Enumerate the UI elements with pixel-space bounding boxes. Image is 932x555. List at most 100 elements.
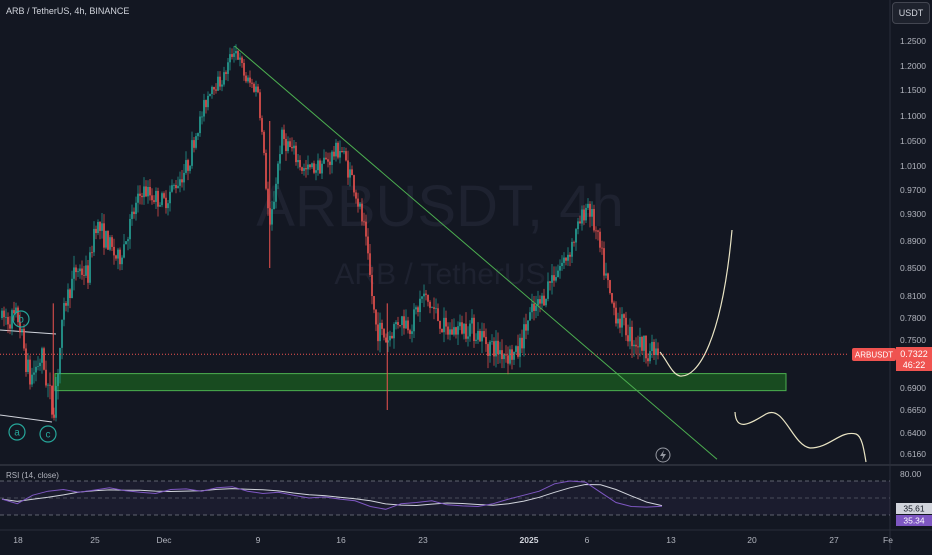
candle-body (115, 255, 117, 259)
candle-body (233, 53, 235, 57)
candle-body (21, 328, 23, 333)
price-axis-label: 1.1000 (900, 111, 926, 121)
candle-body (557, 270, 559, 278)
candle-body (1, 310, 3, 318)
rsi-value-tag-1 (896, 503, 932, 514)
candle-body (81, 268, 83, 275)
price-axis-label: 0.7800 (900, 313, 926, 323)
candle-body (41, 348, 43, 363)
price-axis[interactable]: 1.2500 1.2000 1.1500 1.1000 1.0500 1.0100 0.97… (900, 36, 926, 459)
candle-body (145, 186, 147, 197)
candle-body (537, 299, 539, 306)
candle-body (143, 186, 145, 198)
candle-body (543, 295, 545, 306)
candle-body (319, 160, 321, 174)
candle-body (217, 76, 219, 91)
candle-body (449, 329, 451, 335)
candle-body (417, 307, 419, 313)
candle-body (251, 82, 253, 84)
price-axis-label: 0.6160 (900, 449, 926, 459)
wave-label-a-text: a (14, 428, 20, 439)
support-zone[interactable] (54, 373, 787, 392)
time-axis[interactable]: 18 25 Dec 9 16 23 2025 6 13 20 27 Fe (13, 535, 893, 545)
candle-body (395, 322, 397, 325)
wave-label-a[interactable]: a (8, 423, 26, 441)
candle-body (515, 346, 517, 352)
time-axis-label: 27 (829, 535, 839, 545)
candle-body (119, 249, 121, 265)
candle-body (379, 322, 381, 342)
candle-body (83, 274, 85, 276)
candle-body (151, 195, 153, 201)
price-axis-label: 0.9700 (900, 185, 926, 195)
candle-body (105, 230, 107, 248)
candle-body (87, 265, 89, 283)
candle-body (163, 193, 165, 198)
candle-body (559, 266, 561, 271)
candle-body (333, 151, 335, 157)
symbol-legend[interactable]: ARB / TetherUS, 4h, BINANCE (6, 6, 130, 16)
candle-body (177, 185, 179, 189)
candle-body (627, 335, 629, 342)
candle-body (373, 296, 375, 310)
candle-body (229, 54, 231, 63)
candle-body (535, 305, 537, 311)
candle-body (363, 221, 365, 223)
candle-body (523, 324, 525, 349)
candle-body (127, 239, 129, 242)
candle-body (617, 318, 619, 324)
candle-body (651, 341, 653, 352)
candle-body (249, 77, 251, 83)
candle-body (511, 349, 513, 360)
candle-body (593, 209, 595, 231)
candle-body (599, 231, 601, 248)
candle-body (475, 339, 477, 341)
candle-body (601, 247, 603, 249)
candle-body (625, 317, 627, 336)
rsi-legend[interactable]: RSI (14, close) (6, 471, 59, 480)
candle-body (265, 152, 267, 189)
candle-body (445, 317, 447, 327)
candle-body (35, 366, 37, 373)
candle-body (443, 317, 445, 333)
candle-body (111, 237, 113, 247)
candle-body (489, 341, 491, 356)
rsi-value-1: 35.61 (903, 504, 925, 514)
candle-body (149, 186, 151, 196)
candle-body (107, 230, 109, 250)
currency-button[interactable]: USDT (892, 2, 930, 24)
price-axis-label: 0.6400 (900, 428, 926, 438)
candle-body (387, 340, 389, 343)
wave-label-c[interactable]: c (39, 425, 57, 443)
candle-body (431, 307, 433, 309)
candle-body (261, 118, 263, 132)
candle-body (531, 303, 533, 313)
candle-body (583, 209, 585, 221)
projection-path-lower[interactable] (734, 411, 867, 463)
candle-body (93, 228, 95, 253)
candle-body (155, 190, 157, 202)
candle-body (299, 160, 301, 168)
candle-body (227, 62, 229, 74)
candle-body (467, 336, 469, 339)
candle-body (161, 193, 163, 206)
candle-body (237, 51, 239, 60)
candle-body (113, 246, 115, 256)
candle-body (213, 86, 215, 90)
candle-body (335, 142, 337, 157)
candle-body (123, 244, 125, 258)
candle-body (561, 262, 563, 267)
candle-body (25, 348, 27, 373)
candle-body (339, 150, 341, 158)
lightning-icon[interactable] (655, 447, 671, 463)
projection-path[interactable] (659, 229, 733, 377)
candle-body (191, 140, 193, 166)
watermark-ticker: ARBUSDT, 4h (256, 174, 623, 239)
descending-trendline[interactable] (234, 45, 718, 460)
time-axis-label: 23 (418, 535, 428, 545)
candle-body (219, 76, 221, 87)
wave-label-b[interactable]: b (12, 310, 30, 328)
candle-body (203, 100, 205, 117)
candle-body (121, 257, 123, 265)
